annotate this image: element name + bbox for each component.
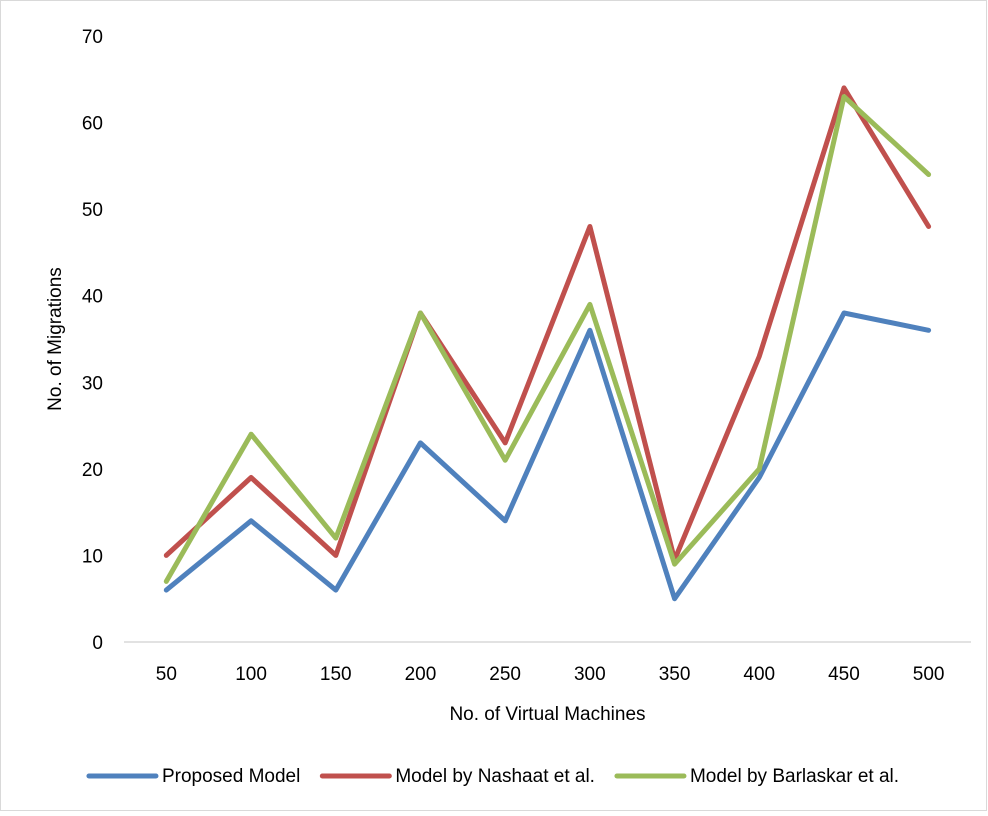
series-line-3 <box>163 94 932 584</box>
y-tick-label: 0 <box>92 633 103 654</box>
legend-item-1: Proposed Model <box>86 766 300 787</box>
y-tick-label: 40 <box>82 287 103 308</box>
y-tick-label: 50 <box>82 200 103 221</box>
y-axis-ticks: 0 10 20 30 40 50 60 70 <box>82 27 103 654</box>
series-lines <box>163 85 932 602</box>
y-tick-label: 20 <box>82 460 103 481</box>
x-axis-ticks: 50 100 150 200 250 300 350 400 450 500 <box>156 664 945 685</box>
x-axis-title: No. of Virtual Machines <box>449 704 645 725</box>
legend-label: Model by Nashaat et al. <box>395 766 595 787</box>
legend: Proposed Model Model by Nashaat et al. Mod… <box>86 766 899 787</box>
x-tick-label: 400 <box>743 664 775 685</box>
x-tick-label: 150 <box>320 664 352 685</box>
y-axis-title: No. of Migrations <box>45 267 66 411</box>
legend-label: Model by Barlaskar et al. <box>690 766 899 787</box>
legend-item-2: Model by Nashaat et al. <box>319 766 595 787</box>
series-line-2 <box>163 85 932 563</box>
legend-item-3: Model by Barlaskar et al. <box>614 766 899 787</box>
y-tick-label: 60 <box>82 114 103 135</box>
x-tick-label: 200 <box>405 664 437 685</box>
x-tick-label: 100 <box>235 664 267 685</box>
y-tick-label: 70 <box>82 27 103 48</box>
legend-label: Proposed Model <box>162 766 300 787</box>
y-tick-label: 30 <box>82 373 103 394</box>
x-tick-label: 300 <box>574 664 606 685</box>
x-tick-label: 250 <box>489 664 521 685</box>
series-line-1 <box>163 310 932 602</box>
x-tick-label: 50 <box>156 664 177 685</box>
y-tick-label: 10 <box>82 546 103 567</box>
x-tick-label: 450 <box>828 664 860 685</box>
x-tick-label: 350 <box>659 664 691 685</box>
x-tick-label: 500 <box>913 664 945 685</box>
